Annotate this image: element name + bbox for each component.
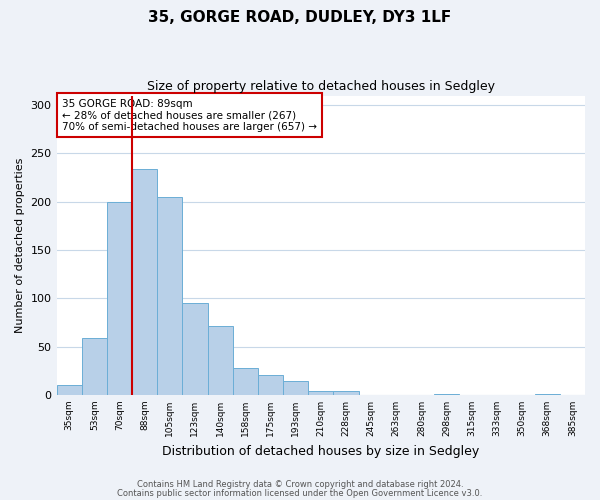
Bar — [132, 169, 157, 395]
Bar — [233, 368, 258, 395]
Y-axis label: Number of detached properties: Number of detached properties — [15, 158, 25, 333]
Text: Contains HM Land Registry data © Crown copyright and database right 2024.: Contains HM Land Registry data © Crown c… — [137, 480, 463, 489]
Title: Size of property relative to detached houses in Sedgley: Size of property relative to detached ho… — [147, 80, 495, 93]
Text: 35, GORGE ROAD, DUDLEY, DY3 1LF: 35, GORGE ROAD, DUDLEY, DY3 1LF — [148, 10, 452, 25]
X-axis label: Distribution of detached houses by size in Sedgley: Distribution of detached houses by size … — [162, 444, 479, 458]
Bar — [107, 202, 132, 395]
Bar — [434, 394, 459, 395]
Bar — [56, 386, 82, 395]
Text: 35 GORGE ROAD: 89sqm
← 28% of detached houses are smaller (267)
70% of semi-deta: 35 GORGE ROAD: 89sqm ← 28% of detached h… — [62, 98, 317, 132]
Bar — [535, 394, 560, 395]
Text: Contains public sector information licensed under the Open Government Licence v3: Contains public sector information licen… — [118, 488, 482, 498]
Bar — [157, 197, 182, 395]
Bar — [308, 391, 334, 395]
Bar — [334, 391, 359, 395]
Bar — [182, 303, 208, 395]
Bar — [258, 374, 283, 395]
Bar — [82, 338, 107, 395]
Bar — [283, 382, 308, 395]
Bar — [208, 326, 233, 395]
